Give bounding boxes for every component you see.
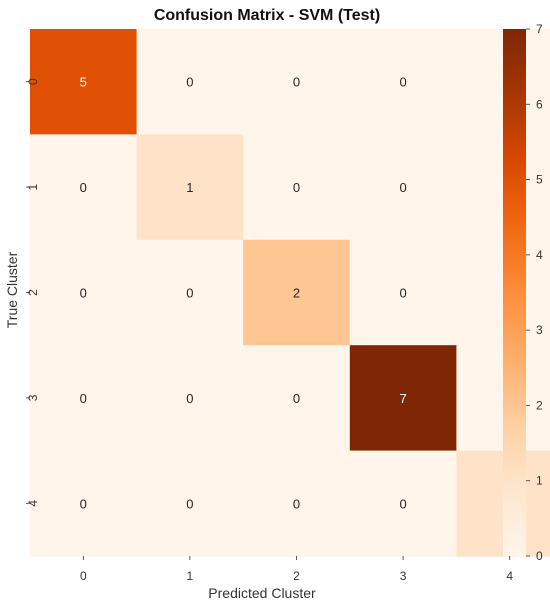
heatmap-cell <box>243 239 351 346</box>
y-axis-ticks: 0 1 2 3 4 <box>26 78 40 507</box>
cell-value-label: 0 <box>80 391 87 406</box>
y-tick-label: 0 <box>26 78 40 85</box>
x-axis-ticks: 0 1 2 3 4 <box>80 556 513 583</box>
y-tick-label: 4 <box>26 500 40 507</box>
cell-value-label: 0 <box>293 391 300 406</box>
y-tick-label: 2 <box>26 289 40 296</box>
colorbar <box>503 29 526 556</box>
x-tick-label: 4 <box>506 569 513 583</box>
cell-value-label: 0 <box>80 496 87 511</box>
heatmap-cell <box>30 29 138 135</box>
heatmap-cell <box>243 345 351 452</box>
chart-title: Confusion Matrix - SVM (Test) <box>154 7 380 24</box>
heatmap-cells <box>30 29 550 557</box>
heatmap-cell <box>243 450 351 557</box>
x-tick-label: 3 <box>400 569 407 583</box>
cell-value-label: 0 <box>186 75 193 90</box>
cell-value-label: 5 <box>80 75 87 90</box>
cell-value-label: 0 <box>80 286 87 301</box>
cell-value-label: 0 <box>186 391 193 406</box>
colorbar-ticks: 0 1 2 3 4 5 6 7 <box>526 22 543 563</box>
y-tick-label: 3 <box>26 394 40 401</box>
cell-value-label: 0 <box>293 75 300 90</box>
cell-value-label: 0 <box>293 496 300 511</box>
y-tick-label: 1 <box>26 183 40 190</box>
heatmap-cell <box>30 239 138 346</box>
cell-value-label: 0 <box>399 286 406 301</box>
cell-value-label: 2 <box>293 286 300 301</box>
x-tick-label: 0 <box>80 569 87 583</box>
heatmap-cell <box>349 450 457 557</box>
cell-value-label: 0 <box>186 496 193 511</box>
colorbar-tick-label: 1 <box>536 474 543 488</box>
heatmap-cell <box>136 345 244 452</box>
colorbar-tick-label: 3 <box>536 323 543 337</box>
heatmap-cell <box>349 29 457 135</box>
heatmap-cell <box>349 134 457 241</box>
colorbar-tick-label: 0 <box>536 549 543 563</box>
colorbar-tick-label: 2 <box>536 398 543 412</box>
heatmap-cell <box>243 29 351 135</box>
cell-value-label: 0 <box>80 180 87 195</box>
heatmap-cell <box>30 450 138 557</box>
heatmap-cell <box>30 134 138 241</box>
cell-value-label: 0 <box>399 496 406 511</box>
cell-value-label: 0 <box>399 180 406 195</box>
colorbar-tick-label: 5 <box>536 173 543 187</box>
heatmap-cell <box>136 29 244 135</box>
cell-value-label: 0 <box>186 286 193 301</box>
colorbar-tick-label: 6 <box>536 97 543 111</box>
x-tick-label: 2 <box>293 569 300 583</box>
colorbar-tick-label: 7 <box>536 22 543 36</box>
colorbar-tick-label: 4 <box>536 248 543 262</box>
cell-value-label: 7 <box>399 391 406 406</box>
x-axis-label: Predicted Cluster <box>208 585 316 601</box>
heatmap-cell <box>136 134 244 241</box>
heatmap-cell <box>349 239 457 346</box>
heatmap-cell <box>349 345 457 452</box>
heatmap-cell <box>243 134 351 241</box>
cell-value-label: 0 <box>293 180 300 195</box>
cell-value-label: 0 <box>399 75 406 90</box>
x-tick-label: 1 <box>187 569 194 583</box>
heatmap-cell <box>136 239 244 346</box>
y-axis-label: True Cluster <box>4 251 20 328</box>
heatmap-cell <box>30 345 138 452</box>
cell-value-label: 1 <box>186 180 193 195</box>
heatmap-cell <box>136 450 244 557</box>
